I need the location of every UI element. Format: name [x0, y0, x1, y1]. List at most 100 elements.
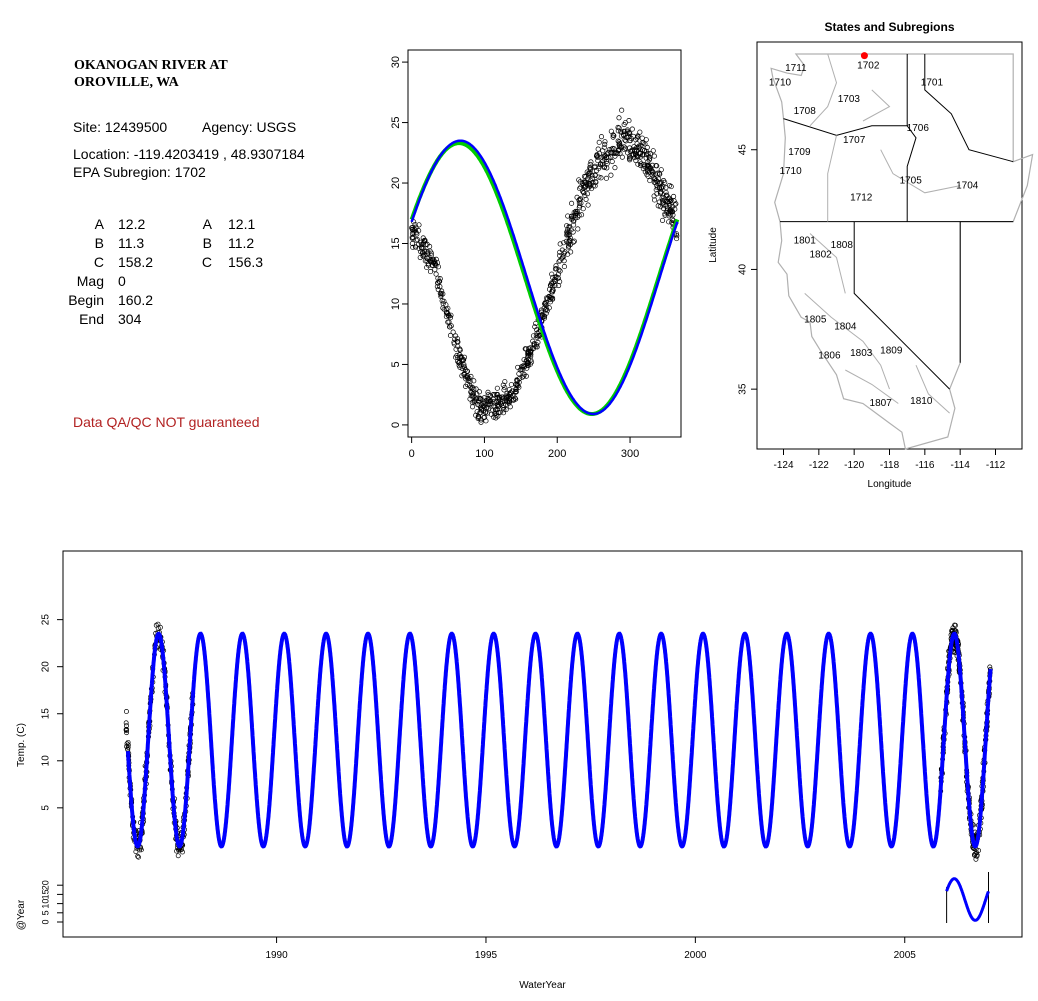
observation-point	[557, 268, 563, 274]
observation-point	[486, 406, 492, 412]
observation-point	[621, 146, 627, 153]
param-value: 11.3	[118, 235, 145, 251]
subregion-label: 1805	[804, 314, 827, 325]
timeseries-y-tick-label: 15	[41, 708, 52, 720]
observation-point	[639, 140, 645, 146]
subregion-label: 1809	[880, 345, 903, 356]
x-tick-label: 300	[621, 448, 639, 460]
observation-point	[604, 165, 610, 171]
observation-point	[650, 169, 656, 175]
observation-point	[528, 353, 534, 359]
observation-point	[664, 209, 670, 215]
observation-point	[952, 622, 958, 628]
observation-point	[501, 387, 507, 393]
observation-point	[583, 196, 589, 202]
observation-point	[409, 230, 416, 236]
observation-point	[553, 263, 559, 269]
timeseries-x-tick-label: 1990	[265, 950, 288, 961]
subregion-label: 1703	[838, 94, 861, 105]
observation-point	[513, 387, 519, 393]
subregion-label: 1711	[785, 63, 807, 74]
observation-point	[528, 345, 534, 351]
qa-disclaimer: Data QA/QC NOT guaranteed	[73, 414, 260, 430]
observation-point	[580, 206, 586, 212]
observation-point	[503, 395, 509, 401]
observation-point	[475, 415, 481, 421]
observation-point	[464, 381, 470, 387]
observation-point	[669, 208, 675, 214]
observation-point	[512, 395, 518, 401]
param-name: C	[93, 254, 104, 270]
subregion-boundary	[880, 149, 961, 194]
timeseries-x-tick-label: 2000	[684, 950, 707, 961]
observation-point	[585, 202, 591, 208]
map-x-axis-label: Longitude	[868, 479, 912, 490]
observation-point	[609, 159, 615, 165]
observation-point	[427, 269, 434, 275]
observation-point	[574, 194, 580, 200]
observation-point	[669, 216, 675, 222]
observation-point	[661, 202, 667, 208]
observation-point	[658, 179, 664, 185]
observation-point	[440, 301, 446, 307]
observation-point	[413, 244, 419, 250]
year-inset-curve	[945, 877, 990, 922]
observation-point	[632, 148, 638, 154]
observation-point	[465, 376, 471, 382]
observation-point	[663, 189, 669, 196]
timeseries-y-axis-label: Temp. (C)	[16, 723, 27, 767]
observation-point	[463, 376, 469, 382]
subregion-label: 1702	[857, 61, 880, 72]
subregion-boundary	[915, 365, 950, 414]
observation-point	[435, 286, 441, 293]
subregion-label: 1806	[818, 350, 841, 361]
observation-point	[579, 212, 585, 218]
observation-point	[549, 271, 555, 277]
observation-point	[478, 407, 484, 413]
y-tick-label: 20	[390, 177, 402, 189]
observation-point	[432, 266, 438, 273]
observation-point	[584, 169, 590, 175]
observation-point	[645, 163, 651, 169]
observation-point	[447, 332, 454, 338]
observation-point	[547, 297, 553, 303]
observation-point	[568, 249, 574, 255]
observation-point	[524, 365, 530, 371]
observation-point	[409, 241, 415, 247]
subregion-label: 1712	[850, 192, 873, 203]
observation-point	[555, 275, 561, 281]
observation-point	[434, 284, 440, 290]
observation-point	[478, 417, 484, 423]
observation-point	[521, 357, 527, 363]
observation-point	[627, 130, 633, 137]
observation-point	[412, 227, 418, 233]
observation-point	[457, 347, 463, 353]
observation-point	[663, 185, 669, 191]
subregion-label: 1802	[809, 250, 832, 261]
observation-point	[543, 310, 549, 316]
observation-point	[481, 403, 487, 409]
subregion-label: 1709	[788, 147, 811, 158]
observation-point	[612, 153, 618, 159]
observation-point	[478, 410, 484, 416]
observation-point	[413, 230, 419, 236]
observation-point	[565, 251, 571, 257]
observation-point	[621, 121, 627, 128]
map-y-tick-label: 40	[738, 263, 749, 275]
observation-point	[452, 336, 458, 342]
observation-point	[608, 172, 614, 178]
location: Location: -119.4203419 , 48.9307184	[73, 146, 305, 162]
map-x-tick-label: -122	[809, 460, 829, 471]
observation-point	[668, 212, 674, 218]
observation-point	[175, 853, 181, 859]
observation-point	[501, 395, 507, 401]
observation-point	[600, 148, 606, 154]
observation-point	[436, 278, 442, 284]
observation-point	[469, 400, 475, 406]
observation-point	[410, 244, 416, 250]
map-x-tick-label: -118	[880, 460, 900, 471]
observation-point	[500, 382, 506, 388]
observation-point	[542, 300, 548, 306]
observation-point	[521, 371, 527, 378]
